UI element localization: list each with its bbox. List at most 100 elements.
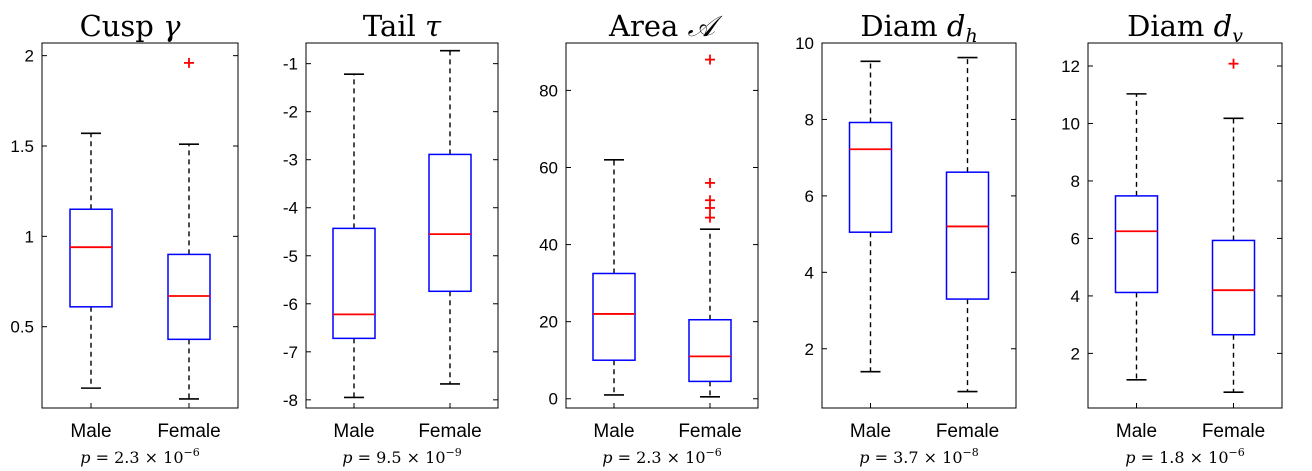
p-value-label: p = 1.8 × 10−6: [1125, 446, 1244, 467]
p-exponent: −6: [1229, 446, 1245, 459]
p-symbol: p: [342, 448, 352, 467]
iqr-box: [848, 121, 893, 233]
chart-panel-3: Area 𝒜 0 20 40 60 80 Male Female p = 2.3 × 10−6: [539, 9, 759, 467]
axes-frame: [565, 42, 759, 409]
iqr-box: [1211, 239, 1256, 336]
y-tick-label: 2: [1071, 344, 1080, 363]
outlier-marker: [1228, 58, 1239, 69]
iqr-box: [688, 318, 732, 383]
y-tick-label: -4: [283, 199, 298, 218]
y-tick-label: 6: [805, 187, 814, 206]
y-tick-label: 8: [805, 110, 814, 129]
panel-title-symbol: γ: [163, 9, 181, 43]
box-female: [428, 49, 472, 385]
chart-panel-5: Diam dv 2 4 6 8 10 12 Male Female p = 1.8 × 10−6: [1061, 9, 1283, 467]
axes-frame: [1087, 42, 1283, 409]
panel-title-symbol: d: [1214, 9, 1233, 43]
x-category-label: Female: [418, 421, 481, 442]
panel-title-prefix: Area: [608, 9, 687, 43]
y-tick-label: 40: [539, 236, 558, 255]
panel-title-subscript: v: [1232, 25, 1243, 47]
y-tick-label: 4: [1071, 287, 1080, 306]
p-mantissa: = 3.7 × 10: [870, 448, 963, 467]
panel-title-symbol: τ: [425, 9, 442, 43]
iqr-box: [592, 272, 636, 361]
x-category-label: Male: [1116, 421, 1157, 442]
chart-panel-2: Tail τ -8 -7 -6 -5 -4 -3 -2 -1 Male Female p = 9.5 …: [283, 9, 499, 467]
y-tick-label: 20: [539, 313, 558, 332]
p-exponent: −6: [706, 446, 722, 459]
y-tick-label: -8: [283, 391, 298, 410]
y-tick-label: 10: [795, 34, 814, 53]
panel-title: Diam dv: [1127, 9, 1243, 47]
panel-title-subscript: h: [965, 25, 977, 47]
box-female: [1211, 58, 1256, 393]
box-male: [848, 60, 893, 373]
panel-title: Diam dh: [860, 9, 977, 47]
y-tick-label: -7: [283, 343, 298, 362]
panel-title-symbol: 𝒜: [688, 9, 724, 43]
p-mantissa: = 9.5 × 10: [353, 448, 446, 467]
outlier-marker: [705, 212, 715, 223]
y-tick-label: 4: [805, 263, 814, 282]
outlier-marker: [705, 177, 715, 188]
panel-title: Tail τ: [363, 9, 442, 43]
panel-title-prefix: Diam: [860, 9, 947, 43]
panel-title-prefix: Diam: [1127, 9, 1214, 43]
box-female: [167, 57, 211, 400]
iqr-box: [167, 253, 211, 341]
iqr-box: [332, 227, 376, 340]
y-tick-label: 1: [25, 227, 34, 246]
axes-frame: [821, 42, 1017, 409]
p-mantissa: = 2.3 × 10: [613, 448, 706, 467]
y-tick-label: 10: [1061, 114, 1080, 133]
panel-title-prefix: Cusp: [80, 9, 164, 43]
y-tick-label: -1: [283, 55, 298, 74]
box-male: [69, 132, 113, 389]
p-value-label: p = 2.3 × 10−6: [602, 446, 721, 467]
axes-frame: [41, 42, 239, 409]
y-tick-label: 2: [805, 340, 814, 359]
box-female: [945, 56, 990, 393]
iqr-box: [1114, 195, 1159, 294]
x-category-label: Female: [1202, 421, 1265, 442]
y-tick-label: 6: [1071, 229, 1080, 248]
y-tick-label: 12: [1061, 57, 1080, 76]
y-tick-label: 0: [549, 390, 558, 409]
x-category-label: Male: [333, 421, 374, 442]
p-value-label: p = 9.5 × 10−9: [342, 446, 461, 467]
p-symbol: p: [602, 448, 612, 467]
box-male: [332, 73, 376, 399]
axes-frame: [305, 42, 499, 409]
y-tick-label: -2: [283, 103, 298, 122]
p-exponent: −8: [963, 446, 979, 459]
p-mantissa: = 1.8 × 10: [1136, 448, 1229, 467]
y-tick-label: 1.5: [10, 137, 34, 156]
box-male: [592, 158, 636, 396]
p-exponent: −6: [184, 446, 200, 459]
x-category-label: Female: [157, 421, 220, 442]
y-tick-label: -5: [283, 247, 298, 266]
outlier-marker: [705, 54, 715, 65]
p-exponent: −9: [446, 446, 462, 459]
iqr-box: [945, 171, 990, 300]
p-value-label: p = 3.7 × 10−8: [859, 446, 978, 467]
p-mantissa: = 2.3 × 10: [91, 448, 184, 467]
panel-title-symbol: d: [947, 9, 966, 43]
p-symbol: p: [80, 448, 90, 467]
box-male: [1114, 93, 1159, 381]
box-female: [688, 54, 732, 398]
panel-title: Area 𝒜: [608, 9, 723, 43]
y-tick-label: 8: [1071, 172, 1080, 191]
chart-panel-1: Cusp γ 0.5 1 1.5 2 Male Female p = 2.3 × 10−6: [10, 9, 239, 467]
panel-title: Cusp γ: [80, 9, 182, 43]
x-category-label: Male: [70, 421, 111, 442]
y-tick-label: 60: [539, 158, 558, 177]
iqr-box: [428, 153, 472, 293]
p-symbol: p: [1125, 448, 1135, 467]
p-symbol: p: [859, 448, 869, 467]
y-tick-label: 2: [25, 47, 34, 66]
x-category-label: Female: [678, 421, 741, 442]
y-tick-label: -6: [283, 295, 298, 314]
